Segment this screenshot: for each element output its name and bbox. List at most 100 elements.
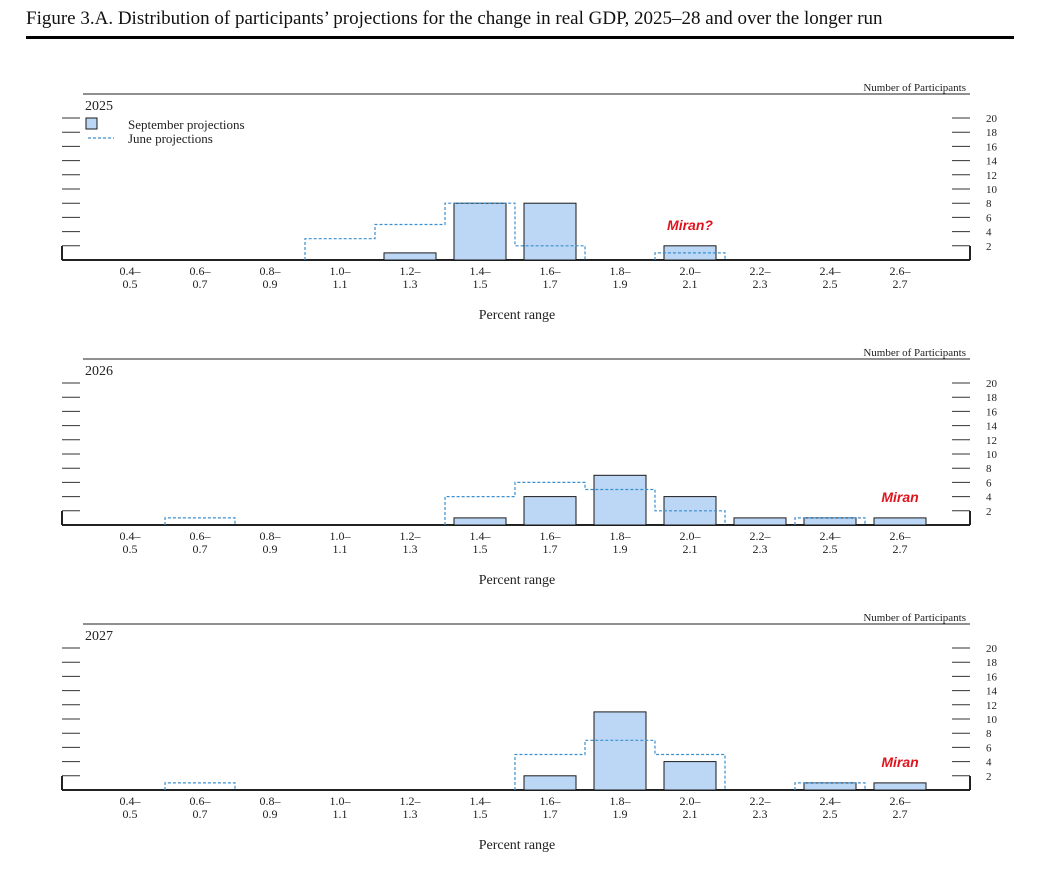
x-tick-label: 1.9 xyxy=(613,807,628,821)
y-tick-label: 16 xyxy=(986,406,998,418)
x-tick-label: 0.8– xyxy=(260,529,282,543)
x-tick-label: 2.2– xyxy=(750,529,772,543)
x-tick-label: 1.7 xyxy=(543,277,558,291)
x-tick-label: 2.2– xyxy=(750,794,772,808)
bar-september xyxy=(663,761,717,791)
x-tick-label: 0.5 xyxy=(123,277,138,291)
x-tick-label: 0.4– xyxy=(120,794,142,808)
x-axis-title: Percent range xyxy=(479,308,556,323)
y-tick-label: 4 xyxy=(986,492,992,504)
x-tick-label: 1.5 xyxy=(473,807,488,821)
x-tick-label: 0.4– xyxy=(120,264,142,278)
x-tick-label: 2.4– xyxy=(820,529,842,543)
chart-panel-2025: 2 4 6 8 10 12 14 16 18 20 Number of Participants 20… xyxy=(0,80,1053,345)
x-tick-label: 2.3 xyxy=(753,807,768,821)
x-tick-label: 2.7 xyxy=(893,807,908,821)
x-tick-label: 1.0– xyxy=(330,794,352,808)
chart-svg: 2 4 6 8 10 12 14 16 18 20 Number of Participants 20… xyxy=(61,347,998,588)
x-tick-label: 1.7 xyxy=(543,807,558,821)
y-axis-title: Number of Participants xyxy=(863,612,966,624)
x-tick-label: 1.3 xyxy=(403,277,418,291)
bar-september xyxy=(873,782,927,791)
x-tick-label: 2.5 xyxy=(823,807,838,821)
x-tick-label: 1.6– xyxy=(540,529,562,543)
y-tick-label: 6 xyxy=(986,477,992,489)
y-tick-label: 8 xyxy=(986,728,992,740)
legend-label-september: September projections xyxy=(128,117,245,132)
x-tick-label: 0.4– xyxy=(120,529,142,543)
x-tick-label: 2.6– xyxy=(890,264,912,278)
y-tick-label: 20 xyxy=(986,378,998,390)
x-tick-label: 2.0– xyxy=(680,529,702,543)
panel-title: 2026 xyxy=(85,364,113,379)
x-tick-label: 1.1 xyxy=(333,542,348,556)
x-tick-label: 1.6– xyxy=(540,264,562,278)
panel-title: 2027 xyxy=(85,629,113,644)
y-tick-label: 20 xyxy=(986,113,998,125)
x-tick-label: 1.3 xyxy=(403,542,418,556)
x-tick-label: 2.7 xyxy=(893,542,908,556)
y-tick-label: 8 xyxy=(986,463,992,475)
bar-september xyxy=(523,496,577,526)
x-tick-label: 1.1 xyxy=(333,807,348,821)
bar-september xyxy=(803,782,857,791)
bar-september xyxy=(453,202,507,261)
x-tick-label: 1.2– xyxy=(400,264,422,278)
june-projection-outline xyxy=(304,202,726,260)
bar-september xyxy=(873,517,927,526)
y-tick-label: 12 xyxy=(986,700,997,712)
x-tick-label: 0.8– xyxy=(260,264,282,278)
y-tick-label: 18 xyxy=(986,392,998,404)
bar-september xyxy=(593,711,647,791)
x-tick-label: 0.7 xyxy=(193,542,208,556)
y-tick-label: 6 xyxy=(986,742,992,754)
x-tick-label: 2.1 xyxy=(683,542,698,556)
x-tick-label: 1.5 xyxy=(473,277,488,291)
x-tick-label: 2.1 xyxy=(683,807,698,821)
x-tick-label: 0.5 xyxy=(123,542,138,556)
x-tick-label: 1.9 xyxy=(613,542,628,556)
x-tick-label: 2.0– xyxy=(680,794,702,808)
x-tick-label: 1.7 xyxy=(543,542,558,556)
x-tick-label: 2.5 xyxy=(823,542,838,556)
y-tick-label: 2 xyxy=(986,771,992,783)
x-tick-label: 0.7 xyxy=(193,807,208,821)
bar-september xyxy=(593,474,647,526)
y-tick-label: 12 xyxy=(986,170,997,182)
x-tick-label: 1.0– xyxy=(330,529,352,543)
chart-svg: 2 4 6 8 10 12 14 16 18 20 Number of Participants 20… xyxy=(61,612,998,853)
y-tick-label: 10 xyxy=(986,184,998,196)
x-tick-label: 2.4– xyxy=(820,794,842,808)
x-tick-label: 0.6– xyxy=(190,529,212,543)
y-tick-label: 8 xyxy=(986,198,992,210)
x-tick-label: 2.6– xyxy=(890,529,912,543)
x-tick-label: 1.9 xyxy=(613,277,628,291)
x-tick-label: 0.9 xyxy=(263,277,278,291)
x-tick-label: 2.6– xyxy=(890,794,912,808)
figure-title: Figure 3.A. Distribution of participants… xyxy=(26,8,883,29)
annotation-label: Miran? xyxy=(667,217,713,233)
x-axis-title: Percent range xyxy=(479,838,556,853)
x-tick-label: 2.0– xyxy=(680,264,702,278)
x-tick-label: 2.4– xyxy=(820,264,842,278)
y-tick-label: 6 xyxy=(986,212,992,224)
y-tick-label: 14 xyxy=(986,686,998,698)
y-tick-label: 14 xyxy=(986,156,998,168)
x-tick-label: 0.6– xyxy=(190,264,212,278)
x-tick-label: 1.2– xyxy=(400,529,422,543)
y-tick-label: 2 xyxy=(986,241,992,253)
bar-september xyxy=(453,517,507,526)
x-tick-label: 0.8– xyxy=(260,794,282,808)
x-axis-title: Percent range xyxy=(479,573,556,588)
x-tick-label: 1.1 xyxy=(333,277,348,291)
y-tick-label: 4 xyxy=(986,757,992,769)
y-axis-title: Number of Participants xyxy=(863,347,966,359)
x-tick-label: 0.9 xyxy=(263,542,278,556)
y-tick-label: 12 xyxy=(986,435,997,447)
x-tick-label: 0.7 xyxy=(193,277,208,291)
legend-label-june: June projections xyxy=(128,131,213,146)
x-tick-label: 1.8– xyxy=(610,794,632,808)
x-tick-label: 1.4– xyxy=(470,264,492,278)
y-tick-label: 10 xyxy=(986,714,998,726)
title-rule xyxy=(26,36,1014,39)
